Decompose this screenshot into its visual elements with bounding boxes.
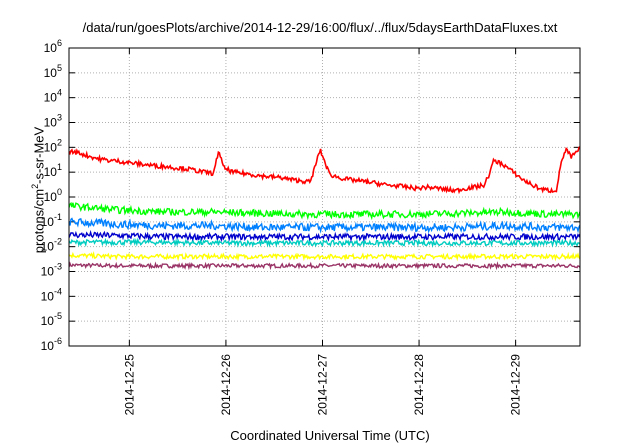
x-tick-label: 2014-12-27 (315, 354, 329, 416)
series-line (69, 250, 580, 262)
series-line (69, 229, 580, 243)
y-tick-exponent: -2 (54, 237, 62, 247)
series-line (69, 237, 580, 248)
y-tick-exponent: 5 (57, 63, 62, 73)
y-axis-label: protons/cm2-s-sr-MeV (30, 90, 50, 290)
y-axis-label-prefix: protons/cm (31, 188, 47, 254)
y-axis-label-superscript: 2 (30, 183, 40, 189)
x-axis-label: Coordinated Universal Time (UTC) (230, 428, 430, 443)
y-axis-label-suffix: -s-sr-MeV (31, 126, 47, 184)
series-line (69, 217, 580, 234)
plot-frame (68, 47, 581, 347)
chart-title: /data/run/goesPlots/archive/2014-12-29/1… (82, 20, 558, 35)
series-line (69, 146, 580, 195)
y-tick-exponent: -3 (54, 262, 62, 272)
y-tick-exponent: 0 (57, 187, 62, 197)
y-tick-exponent: 3 (57, 113, 62, 123)
y-tick-exponent: -5 (54, 311, 62, 321)
x-tick-label: 2014-12-26 (219, 354, 233, 416)
x-tick-label: 2014-12-29 (509, 354, 523, 416)
y-tick-exponent: -4 (54, 286, 62, 296)
y-tick-label: 10-6 (41, 336, 62, 353)
x-tick-label: 2014-12-25 (122, 354, 136, 416)
y-tick-exponent: 1 (57, 162, 62, 172)
y-tick-label: 10-5 (41, 311, 62, 328)
x-tick-label: 2014-12-28 (412, 354, 426, 416)
y-tick-exponent: -1 (54, 212, 62, 222)
y-tick-exponent: 4 (57, 88, 62, 98)
y-tick-label: 106 (44, 38, 62, 55)
y-tick-exponent: -6 (54, 336, 62, 346)
series-line (69, 201, 580, 221)
y-tick-label: 105 (44, 63, 62, 80)
series-line (69, 261, 580, 271)
y-tick-exponent: 6 (57, 38, 62, 48)
y-tick-exponent: 2 (57, 137, 62, 147)
